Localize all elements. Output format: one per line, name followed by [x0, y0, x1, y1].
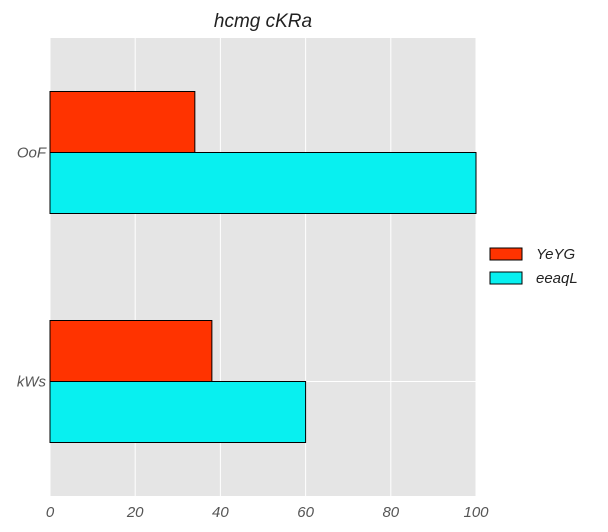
x-tick-label: 80: [382, 504, 399, 521]
x-tick-label: 0: [46, 504, 55, 521]
legend-label: eeaqL: [536, 270, 578, 287]
x-tick-label: 20: [126, 504, 144, 521]
bar-YeYG-kWs: [49, 320, 213, 382]
bar-eeaqL-kWs: [49, 381, 307, 443]
legend-swatch-eeaqL: [489, 271, 523, 285]
x-tick-label: 40: [212, 504, 229, 521]
bar-eeaqL-OoF: [49, 152, 477, 214]
bar-YeYG-OoF: [49, 91, 196, 153]
bars: [49, 91, 477, 443]
chart-title: hcmg cKRa: [214, 11, 312, 32]
x-tick-label: 100: [463, 504, 489, 521]
legend-label: YeYG: [536, 246, 576, 263]
y-tick-label: OoF: [17, 145, 47, 162]
axes: 0 20 40 60 80 100 OoF kWs: [17, 145, 489, 522]
x-tick-label: 60: [297, 504, 314, 521]
legend: YeYG eeaqL: [489, 246, 578, 287]
y-tick-label: kWs: [17, 374, 47, 391]
legend-swatch-YeYG: [489, 247, 523, 261]
